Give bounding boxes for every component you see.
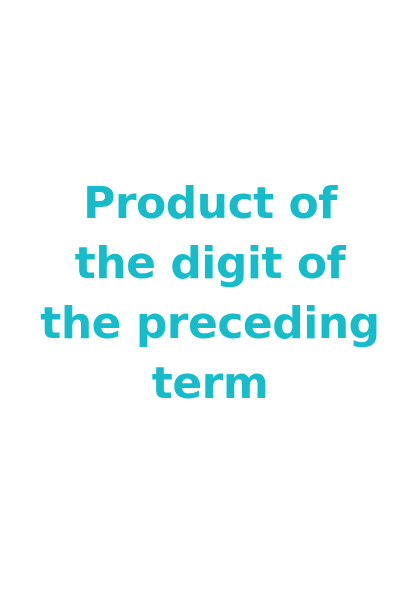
title-line-3: the preceding	[40, 298, 380, 349]
title-line-1: Product of	[83, 178, 337, 229]
title-line-4: term	[151, 358, 269, 409]
title-text: Product of the digit of the preceding te…	[0, 174, 420, 414]
title-line-2: the digit of	[74, 238, 346, 289]
